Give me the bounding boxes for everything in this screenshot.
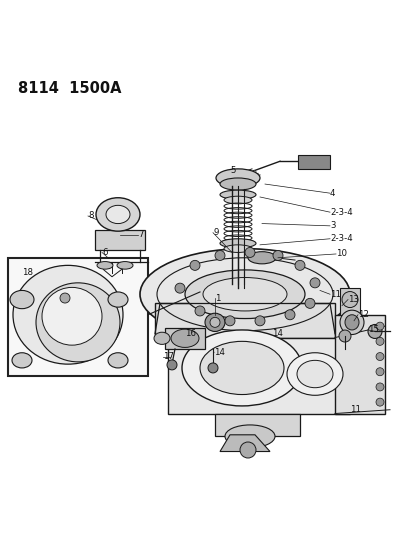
Text: 14: 14 [214,348,225,357]
Circle shape [376,322,384,330]
Polygon shape [220,435,270,451]
Text: 8114  1500A: 8114 1500A [18,80,122,96]
Text: 2-3-4: 2-3-4 [330,235,353,243]
Ellipse shape [12,353,32,368]
Circle shape [376,337,384,345]
Ellipse shape [171,329,199,348]
Text: 18: 18 [22,269,33,278]
Circle shape [175,283,185,293]
Ellipse shape [42,287,102,345]
Circle shape [295,260,305,270]
Ellipse shape [340,310,364,335]
Polygon shape [155,303,335,337]
Text: 11: 11 [350,405,361,414]
Circle shape [376,398,384,406]
Text: 4: 4 [330,189,335,198]
Text: 3: 3 [330,221,335,230]
Ellipse shape [220,239,256,248]
Circle shape [195,306,205,316]
Ellipse shape [185,270,305,319]
Circle shape [376,383,384,391]
Text: 1: 1 [215,294,220,303]
Ellipse shape [182,330,302,406]
Text: 2-3-4: 2-3-4 [330,208,353,217]
Bar [340,288,360,315]
Ellipse shape [224,245,252,253]
Text: 13: 13 [348,295,359,304]
Ellipse shape [297,360,333,387]
Ellipse shape [140,248,350,340]
Circle shape [210,317,220,327]
Ellipse shape [13,265,123,364]
Ellipse shape [200,341,284,394]
Text: 8: 8 [88,212,94,221]
Bar [165,328,205,349]
Circle shape [376,352,384,360]
Circle shape [376,368,384,376]
Circle shape [240,442,256,458]
Text: 6: 6 [102,248,107,257]
Ellipse shape [225,425,275,448]
Circle shape [285,310,295,320]
Polygon shape [215,414,300,437]
Circle shape [245,247,255,257]
Ellipse shape [220,190,256,199]
Bar [298,155,330,169]
Text: 5: 5 [230,166,235,175]
Ellipse shape [108,353,128,368]
Circle shape [305,298,315,309]
Ellipse shape [97,262,113,269]
Circle shape [310,278,320,288]
Circle shape [273,251,283,261]
Ellipse shape [287,353,343,395]
Ellipse shape [106,205,130,223]
Ellipse shape [203,278,287,311]
Ellipse shape [220,178,256,190]
Text: 10: 10 [336,249,347,259]
Text: 12: 12 [358,310,369,319]
Ellipse shape [224,196,252,204]
Circle shape [339,330,351,342]
Text: 16: 16 [185,329,196,338]
Ellipse shape [154,332,170,344]
Ellipse shape [248,252,276,264]
Text: 14: 14 [272,329,283,338]
Circle shape [208,363,218,373]
Text: 11: 11 [330,290,341,298]
Ellipse shape [205,313,225,332]
Circle shape [60,293,70,303]
Text: 7: 7 [138,230,143,239]
Circle shape [167,360,177,370]
Bar [8,258,148,376]
Ellipse shape [10,290,34,309]
Ellipse shape [96,198,140,231]
Circle shape [255,316,265,326]
Polygon shape [168,337,350,414]
Ellipse shape [108,292,128,307]
Circle shape [215,251,225,261]
Polygon shape [335,315,385,414]
Ellipse shape [36,283,120,362]
Ellipse shape [345,315,359,330]
Polygon shape [95,230,145,250]
Circle shape [368,325,382,338]
Ellipse shape [117,262,133,269]
Text: 9: 9 [213,228,218,237]
Circle shape [342,292,358,308]
Circle shape [225,316,235,326]
Text: 15: 15 [368,326,379,334]
Text: 17: 17 [163,352,174,361]
Ellipse shape [216,169,260,187]
Circle shape [190,260,200,270]
